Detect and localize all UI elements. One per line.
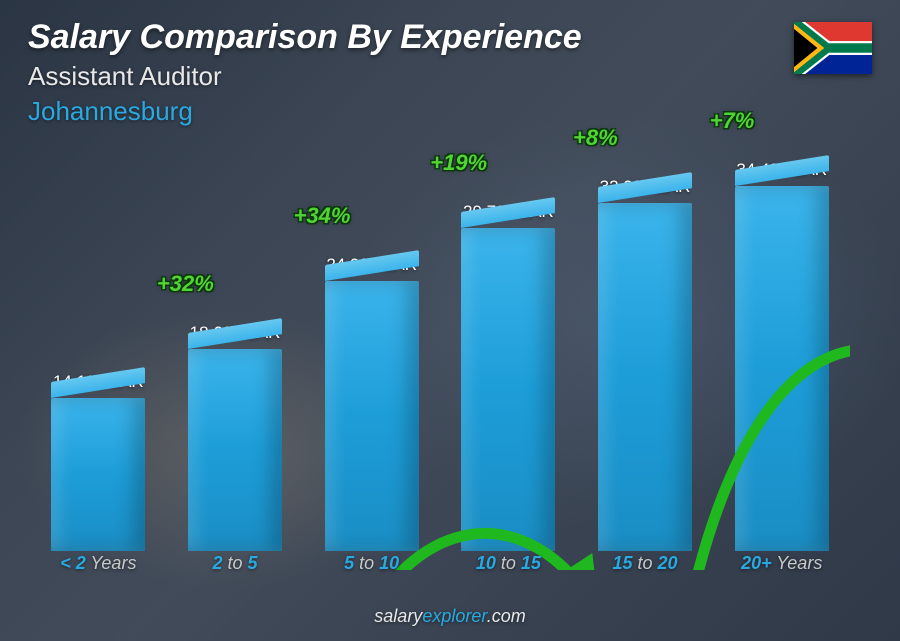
bar (325, 281, 419, 551)
chart-title: Salary Comparison By Experience (28, 18, 872, 57)
bar-column: 32,000 ZAR (577, 160, 714, 551)
x-axis-label: 5 to 10 (303, 553, 440, 581)
bar (188, 349, 282, 551)
pct-change-badge: +7% (710, 108, 755, 134)
bar-column: 18,600 ZAR (167, 160, 304, 551)
bar-column: 34,400 ZAR (713, 160, 850, 551)
bar-chart: 14,100 ZAR18,600 ZAR24,900 ZAR29,700 ZAR… (30, 160, 850, 581)
footer-suffix: explorer (422, 606, 486, 626)
x-axis-label: 2 to 5 (167, 553, 304, 581)
chart-subtitle: Assistant Auditor (28, 61, 872, 92)
pct-change-badge: +32% (157, 271, 214, 297)
x-axis-label: < 2 Years (30, 553, 167, 581)
bars-container: 14,100 ZAR18,600 ZAR24,900 ZAR29,700 ZAR… (30, 160, 850, 551)
x-axis-label: 20+ Years (713, 553, 850, 581)
bar-column: 29,700 ZAR (440, 160, 577, 551)
south-africa-flag-icon (794, 22, 872, 74)
pct-change-badge: +34% (294, 203, 351, 229)
bar-column: 14,100 ZAR (30, 160, 167, 551)
bar (461, 228, 555, 551)
bar (51, 398, 145, 551)
footer-credit: salaryexplorer.com (0, 606, 900, 627)
x-axis-label: 15 to 20 (577, 553, 714, 581)
bar (735, 186, 829, 551)
pct-change-badge: +19% (430, 150, 487, 176)
footer-prefix: salary (374, 606, 422, 626)
x-labels: < 2 Years2 to 55 to 1010 to 1515 to 2020… (30, 553, 850, 581)
footer-domain: .com (487, 606, 526, 626)
bar (598, 203, 692, 551)
pct-change-badge: +8% (573, 125, 618, 151)
x-axis-label: 10 to 15 (440, 553, 577, 581)
